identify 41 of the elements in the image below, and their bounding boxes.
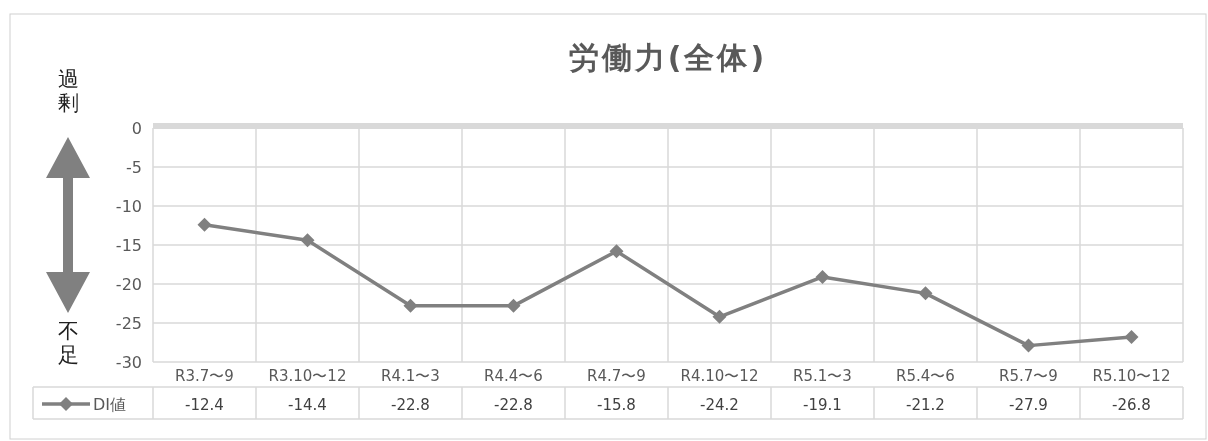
x-tick-label: R5.1〜3 <box>793 367 852 385</box>
y-tick-label: -10 <box>115 197 142 216</box>
x-tick-label: R3.7〜9 <box>175 367 234 385</box>
point <box>609 244 624 259</box>
x-tick-label: R4.7〜9 <box>587 367 646 385</box>
x-tick-label: R5.7〜9 <box>999 367 1058 385</box>
chart-title: 労働力(全体) <box>568 40 768 75</box>
data-label: -21.2 <box>906 396 945 414</box>
x-tick-label: R4.4〜6 <box>484 367 543 385</box>
data-label: -22.8 <box>391 396 430 414</box>
legend-label: DI値 <box>93 395 127 414</box>
y-tick-label: -5 <box>126 158 142 177</box>
data-label: -14.4 <box>288 396 327 414</box>
data-label: -19.1 <box>803 396 842 414</box>
data-label: -12.4 <box>185 396 224 414</box>
x-tick-label: R3.10〜12 <box>268 367 347 385</box>
point <box>1021 338 1036 353</box>
text: 不足 <box>57 319 79 367</box>
y-tick-label: -30 <box>115 353 142 372</box>
text: 過剰 <box>57 67 79 115</box>
x-tick-label: R4.1〜3 <box>381 367 440 385</box>
data-label: -15.8 <box>597 396 636 414</box>
point <box>506 298 521 313</box>
point <box>815 269 830 284</box>
y-tick-label: -15 <box>115 236 142 255</box>
x-tick-label: R5.4〜6 <box>896 367 955 385</box>
data-label: -24.2 <box>700 396 739 414</box>
data-label: -26.8 <box>1112 396 1151 414</box>
point <box>197 217 212 232</box>
y-tick-label: 0 <box>131 119 142 138</box>
y-tick-label: -25 <box>115 314 142 333</box>
y-tick-label: -20 <box>115 275 142 294</box>
x-tick-label: R4.10〜12 <box>680 367 759 385</box>
point <box>918 286 933 301</box>
point <box>712 309 727 324</box>
point <box>1124 330 1139 345</box>
point <box>403 298 418 313</box>
point <box>300 233 315 248</box>
data-label: -27.9 <box>1009 396 1048 414</box>
x-tick-label: R5.10〜12 <box>1092 367 1171 385</box>
data-label: -22.8 <box>494 396 533 414</box>
